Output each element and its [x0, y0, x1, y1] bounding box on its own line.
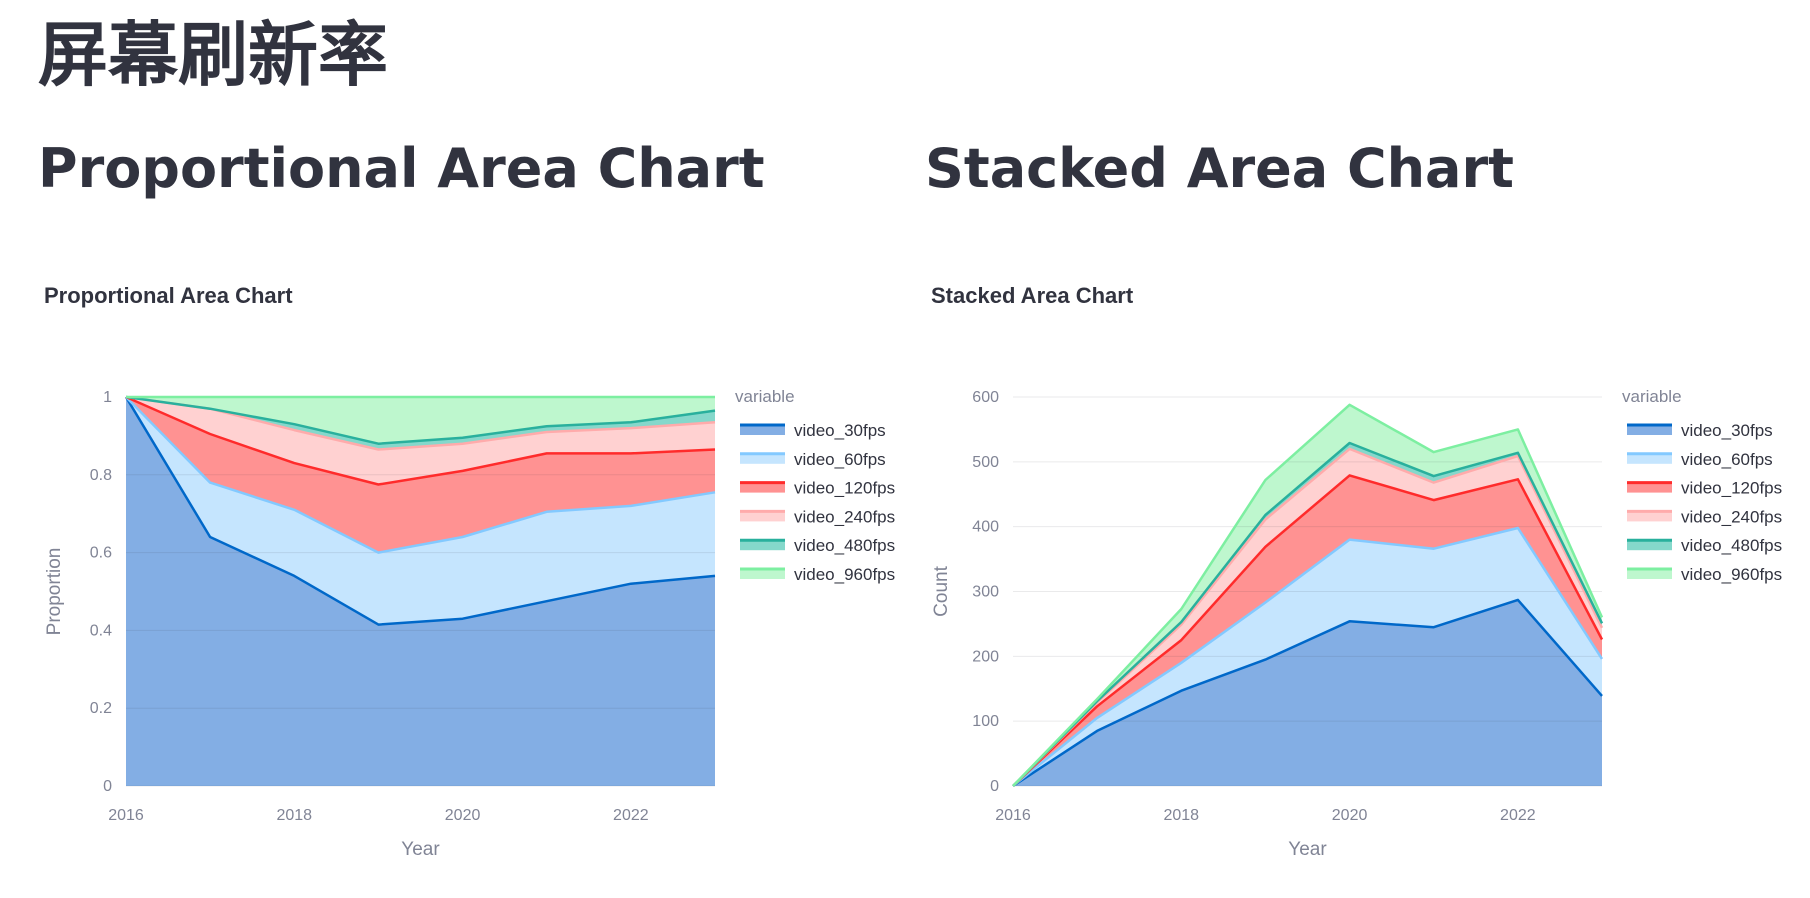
legend-item-video-480fps[interactable]: video_480fps — [740, 536, 895, 555]
legend-item-video-120fps[interactable]: video_120fps — [740, 479, 895, 498]
legend-item-video-30fps[interactable]: video_30fps — [740, 421, 886, 440]
line-video-960fps[interactable] — [1012, 403, 1604, 787]
legend-swatch — [740, 453, 785, 464]
legend-label: video_960fps — [1681, 565, 1782, 584]
stacked-area-chart-svg[interactable]: Stacked Area Chart 0 100 200 300 400 500 600 201… — [925, 272, 1785, 872]
legend-item-video-240fps[interactable]: video_240fps — [1627, 507, 1782, 526]
area-video-30fps[interactable] — [1013, 599, 1602, 786]
legend-swatch — [1627, 569, 1672, 579]
legend-label: video_480fps — [1681, 536, 1782, 555]
y-axis-label: Count — [931, 565, 952, 616]
legend-item-video-960fps[interactable]: video_960fps — [740, 565, 895, 584]
line-video-120fps[interactable] — [1012, 474, 1604, 787]
y-tick-label: 500 — [972, 454, 999, 471]
x-axis-label: Year — [1288, 839, 1327, 860]
line-video-60fps[interactable] — [125, 396, 716, 554]
legend-label: video_60fps — [1681, 450, 1773, 469]
legend-swatch — [740, 425, 785, 435]
line-video-60fps[interactable] — [1012, 526, 1604, 787]
legend-swatch — [1627, 453, 1672, 464]
legend-swatch — [1627, 482, 1672, 493]
y-tick-label: 100 — [972, 713, 999, 730]
legend-label: video_30fps — [794, 421, 886, 440]
legend-item-video-60fps[interactable]: video_60fps — [1627, 450, 1773, 469]
gridlines — [1013, 396, 1602, 787]
area-lines — [1012, 403, 1604, 788]
line-video-30fps[interactable] — [124, 396, 716, 626]
x-tick-label: 2022 — [613, 807, 649, 824]
legend-title: variable — [1622, 387, 1682, 406]
x-axis-label: Year — [401, 839, 440, 860]
y-tick-label: 0.2 — [90, 700, 112, 717]
y-tick-label: 0 — [990, 778, 999, 795]
x-tick-label: 2022 — [1500, 807, 1536, 824]
area-layers — [1013, 404, 1602, 786]
area-video-960fps[interactable] — [126, 397, 715, 444]
legend-swatch — [740, 482, 785, 493]
section-heading-proportional: Proportional Area Chart — [38, 137, 765, 200]
legend-label: video_120fps — [1681, 479, 1782, 498]
y-tick-label: 0.6 — [90, 545, 112, 562]
legend-label: video_240fps — [1681, 507, 1782, 526]
y-tick-label: 0 — [103, 778, 112, 795]
legend-item-video-60fps[interactable]: video_60fps — [740, 450, 886, 469]
legend-swatch — [1627, 540, 1672, 551]
proportional-area-chart-svg[interactable]: Proportional Area Chart 0 0.2 0.4 0.6 0.8 1 201… — [38, 272, 898, 872]
x-tick-label: 2018 — [1163, 807, 1199, 824]
legend-title: variable — [735, 387, 795, 406]
area-video-60fps[interactable] — [126, 397, 715, 625]
y-tick-label: 0.8 — [90, 467, 112, 484]
y-tick-label: 200 — [972, 648, 999, 665]
line-video-120fps[interactable] — [125, 395, 716, 486]
legend-swatch — [740, 540, 785, 551]
legend-item-video-480fps[interactable]: video_480fps — [1627, 536, 1782, 555]
legend-item-video-30fps[interactable]: video_30fps — [1627, 421, 1773, 440]
page-title: 屏幕刷新率 — [38, 14, 388, 96]
line-video-30fps[interactable] — [1012, 598, 1603, 788]
legend-item-video-120fps[interactable]: video_120fps — [1627, 479, 1782, 498]
legend-label: video_240fps — [794, 507, 895, 526]
y-tick-label: 1 — [103, 389, 112, 406]
legend-item-video-960fps[interactable]: video_960fps — [1627, 565, 1782, 584]
line-video-480fps[interactable] — [1012, 441, 1604, 787]
legend: variable video_30fps video_60fps video_120f… — [1622, 387, 1782, 584]
legend-swatch — [1627, 425, 1672, 435]
y-axis-label: Proportion — [44, 548, 65, 636]
area-layers — [126, 397, 715, 786]
legend-label: video_480fps — [794, 536, 895, 555]
area-video-120fps[interactable] — [126, 397, 715, 553]
legend: variable video_30fps video_60fps video_120f… — [735, 387, 895, 584]
x-tick-label: 2016 — [995, 807, 1031, 824]
x-tick-label: 2020 — [445, 807, 481, 824]
line-video-480fps[interactable] — [125, 395, 716, 445]
x-tick-label: 2020 — [1332, 807, 1368, 824]
legend-swatch — [1627, 511, 1672, 522]
proportional-area-chart[interactable]: Proportional Area Chart 0 0.2 0.4 0.6 0.8 1 201… — [38, 272, 898, 872]
legend-swatch — [740, 569, 785, 579]
legend-label: video_30fps — [1681, 421, 1773, 440]
area-video-60fps[interactable] — [1013, 528, 1602, 786]
section-heading-stacked: Stacked Area Chart — [925, 137, 1514, 200]
legend-label: video_60fps — [794, 450, 886, 469]
chart-title: Proportional Area Chart — [44, 283, 293, 308]
y-tick-label: 300 — [972, 584, 999, 601]
y-tick-label: 0.4 — [90, 622, 112, 639]
area-video-120fps[interactable] — [1013, 475, 1602, 786]
x-tick-label: 2016 — [108, 807, 144, 824]
legend-label: video_120fps — [794, 479, 895, 498]
area-video-30fps[interactable] — [126, 397, 715, 786]
x-tick-label: 2018 — [276, 807, 312, 824]
legend-label: video_960fps — [794, 565, 895, 584]
y-tick-label: 400 — [972, 519, 999, 536]
y-tick-label: 600 — [972, 389, 999, 406]
legend-item-video-240fps[interactable]: video_240fps — [740, 507, 895, 526]
stacked-area-chart[interactable]: Stacked Area Chart 0 100 200 300 400 500 600 201… — [925, 272, 1785, 872]
chart-title: Stacked Area Chart — [931, 283, 1134, 308]
area-lines — [124, 395, 716, 626]
legend-swatch — [740, 511, 785, 522]
